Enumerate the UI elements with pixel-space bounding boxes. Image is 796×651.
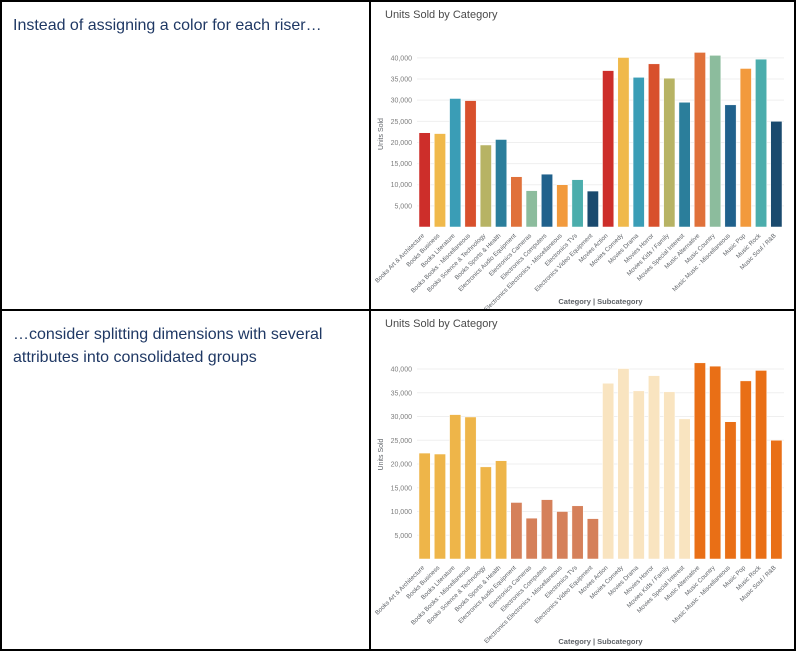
bar-electronics-cameras xyxy=(525,190,538,228)
y-tick-label: 15,000 xyxy=(391,485,413,492)
bar-music-pop xyxy=(739,380,752,560)
y-tick-label: 35,000 xyxy=(391,77,413,84)
y-tick-label: 25,000 xyxy=(391,438,413,445)
bar-books-business xyxy=(434,453,446,560)
bar-movies-drama xyxy=(632,77,645,228)
bar-books-books-miscellaneous xyxy=(464,416,477,560)
bar-books-science-technology xyxy=(479,144,492,228)
bar-music-music-miscellaneous xyxy=(724,104,737,228)
bar-movies-special-interest xyxy=(678,102,691,228)
bar-electronics-audio-equipment xyxy=(510,176,523,228)
caption-bottom-text: …consider splitting dimensions with seve… xyxy=(13,326,323,367)
bar-music-music-miscellaneous xyxy=(724,421,737,560)
y-tick-label: 25,000 xyxy=(391,119,413,126)
bar-movies-kids-family xyxy=(663,391,676,560)
bar-movies-drama xyxy=(632,390,645,560)
y-tick-label: 5,000 xyxy=(394,203,412,210)
caption-top-text: Instead of assigning a color for each ri… xyxy=(13,17,322,34)
chart-panel-bottom: Units Sold by Category 5,000 10,000 15,000… xyxy=(371,311,794,649)
bar-books-books-miscellaneous xyxy=(464,100,477,228)
bar-music-soul-r-b xyxy=(770,440,783,560)
bar-chart-bottom: 5,000 10,000 15,000 20,000 25,000 30,000 35,00… xyxy=(374,362,784,646)
bar-music-country xyxy=(709,365,722,560)
chart-title-bottom: Units Sold by Category xyxy=(385,318,498,330)
bar-books-art-architecture xyxy=(418,132,431,228)
bar-movies-comedy xyxy=(617,368,630,560)
bar-books-art-architecture xyxy=(418,452,431,560)
y-axis-title: Units Sold xyxy=(378,118,385,150)
bar-electronics-audio-equipment xyxy=(510,502,523,560)
y-axis-title: Units Sold xyxy=(378,438,385,470)
bar-electronics-computers xyxy=(541,499,553,560)
bar-music-country xyxy=(709,55,722,228)
y-tick-label: 30,000 xyxy=(391,414,413,421)
caption-cell-top: Instead of assigning a color for each ri… xyxy=(2,2,371,311)
bar-electronics-electronics-miscellaneous xyxy=(556,511,569,560)
bar-chart-top: 5,000 10,000 15,000 20,000 25,000 30,000 35,00… xyxy=(374,52,784,309)
x-axis-title: Category | Subcategory xyxy=(558,637,643,646)
caption-cell-bottom: …consider splitting dimensions with seve… xyxy=(2,311,371,649)
bar-music-rock xyxy=(755,370,767,560)
bar-electronics-computers xyxy=(541,173,553,228)
y-tick-label: 35,000 xyxy=(391,390,413,397)
y-tick-label: 5,000 xyxy=(394,533,412,540)
bar-music-pop xyxy=(739,68,752,228)
y-tick-label: 20,000 xyxy=(391,140,413,147)
bar-electronics-video-equipment xyxy=(586,190,599,228)
chart-panel-top: Units Sold by Category 5,000 10,000 15,000… xyxy=(371,2,794,309)
bar-movies-action xyxy=(602,383,615,560)
bar-movies-special-interest xyxy=(678,418,691,560)
bar-movies-comedy xyxy=(617,57,630,228)
bar-music-rock xyxy=(755,58,767,228)
y-tick-label: 30,000 xyxy=(391,98,413,105)
bar-music-alternative xyxy=(693,362,706,560)
y-tick-label: 40,000 xyxy=(391,55,413,62)
bar-music-soul-r-b xyxy=(770,121,783,228)
bar-books-literature xyxy=(449,98,462,228)
bar-electronics-tvs xyxy=(571,179,584,228)
bar-books-science-technology xyxy=(479,466,492,560)
bar-books-literature xyxy=(449,414,462,560)
y-tick-label: 10,000 xyxy=(391,509,413,516)
bar-electronics-cameras xyxy=(525,517,538,560)
bar-books-sports-health xyxy=(495,460,508,560)
bar-electronics-electronics-miscellaneous xyxy=(556,184,569,228)
bar-electronics-tvs xyxy=(571,505,584,560)
chart-cell-top: Units Sold by Category 5,000 10,000 15,000… xyxy=(371,2,794,311)
bar-books-business xyxy=(434,133,446,228)
chart-cell-bottom: Units Sold by Category 5,000 10,000 15,000… xyxy=(371,311,794,649)
bar-books-sports-health xyxy=(495,139,508,228)
x-axis-title: Category | Subcategory xyxy=(558,297,643,306)
y-tick-label: 15,000 xyxy=(391,161,413,168)
chart-title-top: Units Sold by Category xyxy=(385,9,498,21)
bar-movies-action xyxy=(602,70,615,228)
y-tick-label: 20,000 xyxy=(391,462,413,469)
y-tick-label: 10,000 xyxy=(391,182,413,189)
bar-electronics-video-equipment xyxy=(586,518,599,560)
bar-music-alternative xyxy=(693,52,706,228)
bar-movies-horror xyxy=(648,375,660,560)
y-tick-label: 40,000 xyxy=(391,367,413,374)
bar-movies-horror xyxy=(648,63,660,228)
bar-movies-kids-family xyxy=(663,77,676,228)
